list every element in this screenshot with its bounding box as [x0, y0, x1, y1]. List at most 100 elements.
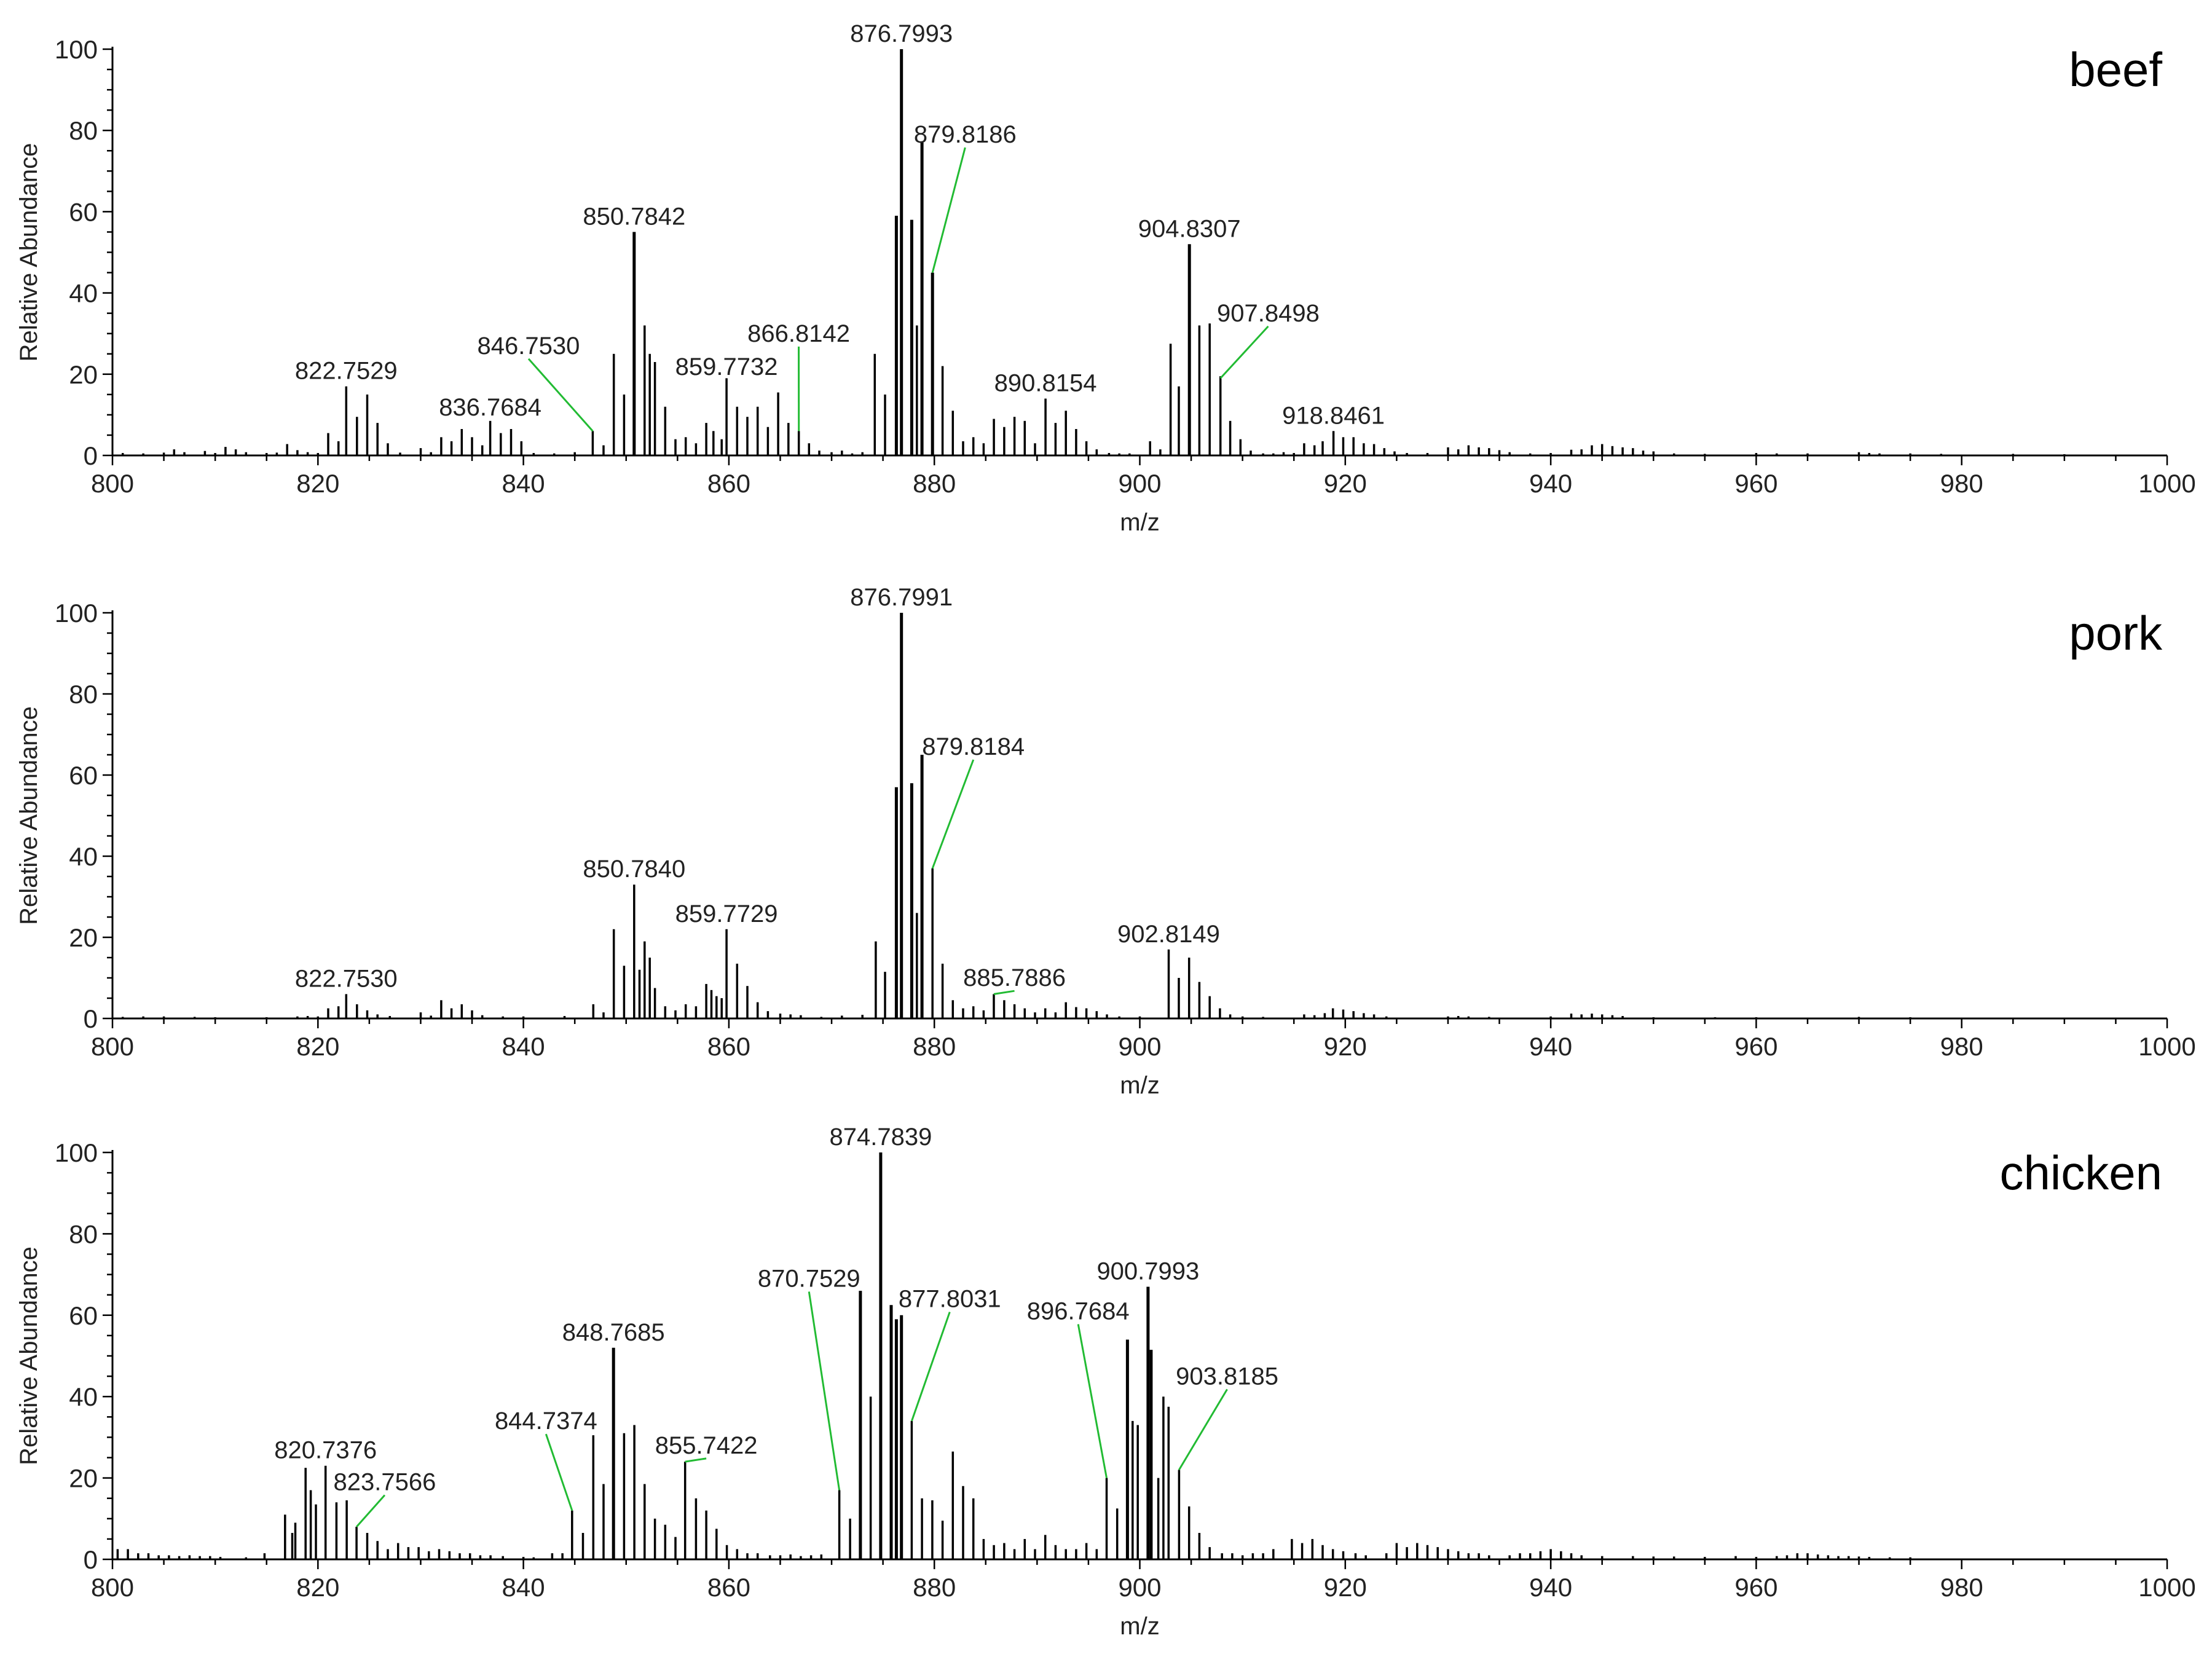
x-tick-label: 840 — [502, 1573, 545, 1602]
y-tick-label: 20 — [69, 1464, 98, 1493]
peak-annotation: 902.8149 — [1117, 921, 1220, 948]
annotation-leader-line — [993, 990, 1015, 995]
y-axis-title: Relative Abundance — [15, 143, 42, 362]
peak-annotation: 876.7991 — [850, 584, 953, 611]
annotation-leader-line — [931, 147, 966, 273]
x-tick-label: 1000 — [2138, 1032, 2195, 1061]
annotation-leader-line — [931, 759, 975, 869]
annotation-leader-line — [685, 1457, 707, 1463]
y-tick-label: 80 — [69, 680, 98, 709]
y-axis-title: Relative Abundance — [15, 1246, 42, 1465]
x-tick-label: 800 — [91, 469, 134, 498]
y-tick-label: 40 — [69, 279, 98, 308]
peak-annotation: 846.7530 — [478, 333, 580, 360]
y-tick-label: 0 — [84, 1004, 98, 1033]
peak-annotation: 896.7684 — [1027, 1298, 1130, 1325]
peak-annotation: 874.7839 — [830, 1124, 932, 1151]
spectrum-panel-beef: 800 820 840 860 880 900 920 940 960 980 1000 0 20 40 6… — [15, 20, 2196, 536]
x-tick-label: 1000 — [2138, 469, 2195, 498]
peak-annotation: 904.8307 — [1138, 215, 1241, 242]
x-tick-label: 820 — [296, 469, 339, 498]
y-tick-label: 80 — [69, 116, 98, 145]
sample-label-pork: pork — [2069, 606, 2163, 660]
peak-annotation: 879.8184 — [922, 733, 1025, 760]
x-tick-label: 920 — [1324, 1573, 1367, 1602]
x-tick-label: 900 — [1118, 1032, 1161, 1061]
x-tick-label: 820 — [296, 1573, 339, 1602]
y-tick-label: 40 — [69, 842, 98, 871]
x-tick-label: 820 — [296, 1032, 339, 1061]
sample-label-chicken: chicken — [2000, 1146, 2162, 1200]
peak-annotation: 820.7376 — [274, 1437, 377, 1464]
x-tick-label: 980 — [1940, 469, 1983, 498]
peak-annotation: 907.8498 — [1217, 300, 1320, 327]
y-axis-title: Relative Abundance — [15, 706, 42, 925]
peak-annotation: 900.7993 — [1096, 1258, 1199, 1285]
peak-annotation: 859.7729 — [675, 900, 778, 927]
x-tick-label: 960 — [1734, 469, 1777, 498]
y-tick-label: 100 — [55, 1138, 98, 1167]
peak-annotation: 859.7732 — [675, 353, 778, 380]
x-tick-label: 1000 — [2138, 1573, 2195, 1602]
spectrum-panel-pork: 800 820 840 860 880 900 920 940 960 980 1000 0 20 40 6… — [15, 584, 2196, 1099]
x-axis-title: m/z — [1120, 1613, 1159, 1640]
x-tick-label: 920 — [1324, 469, 1367, 498]
x-tick-label: 900 — [1118, 469, 1161, 498]
x-tick-label: 980 — [1940, 1573, 1983, 1602]
annotation-leader-line — [527, 358, 594, 432]
x-tick-label: 940 — [1529, 469, 1572, 498]
x-axis-title: m/z — [1120, 1072, 1159, 1099]
peak-annotation: 822.7530 — [295, 965, 398, 992]
x-tick-label: 800 — [91, 1573, 134, 1602]
peak-annotation: 822.7529 — [295, 358, 398, 385]
peak-annotation: 879.8186 — [914, 121, 1017, 148]
x-tick-label: 980 — [1940, 1032, 1983, 1061]
y-tick-label: 100 — [55, 35, 98, 64]
peak-annotation: 903.8185 — [1176, 1363, 1278, 1390]
peak-annotation: 850.7842 — [583, 203, 685, 230]
peak-annotation: 844.7374 — [495, 1408, 597, 1435]
x-tick-label: 880 — [913, 1032, 956, 1061]
x-tick-label: 940 — [1529, 1032, 1572, 1061]
x-tick-label: 860 — [707, 1573, 750, 1602]
y-tick-label: 0 — [84, 441, 98, 470]
x-tick-label: 880 — [913, 1573, 956, 1602]
peak-annotation: 848.7685 — [562, 1319, 665, 1346]
x-tick-label: 940 — [1529, 1573, 1572, 1602]
y-tick-label: 100 — [55, 599, 98, 628]
y-tick-label: 0 — [84, 1545, 98, 1574]
peak-annotation: 890.8154 — [994, 369, 1097, 396]
x-tick-label: 880 — [913, 469, 956, 498]
x-tick-label: 840 — [502, 1032, 545, 1061]
x-axis-title: m/z — [1120, 509, 1159, 536]
x-tick-label: 920 — [1324, 1032, 1367, 1061]
peak-annotation: 885.7886 — [963, 964, 1066, 991]
y-tick-label: 60 — [69, 197, 98, 226]
x-tick-label: 960 — [1734, 1032, 1777, 1061]
peak-annotation: 918.8461 — [1282, 402, 1385, 429]
y-tick-label: 80 — [69, 1219, 98, 1248]
x-tick-label: 840 — [502, 469, 545, 498]
x-tick-label: 960 — [1734, 1573, 1777, 1602]
peak-annotation: 866.8142 — [747, 320, 850, 347]
annotation-leader-line — [1219, 325, 1269, 379]
y-tick-label: 20 — [69, 360, 98, 389]
annotation-leader-line — [1178, 1388, 1228, 1471]
annotation-leader-line — [911, 1312, 951, 1422]
annotation-leader-line — [808, 1291, 841, 1491]
x-tick-label: 860 — [707, 1032, 750, 1061]
y-tick-label: 60 — [69, 761, 98, 790]
sample-label-beef: beef — [2069, 42, 2162, 96]
annotation-leader-line — [356, 1494, 386, 1528]
peak-annotation: 850.7840 — [583, 856, 685, 883]
y-tick-label: 60 — [69, 1301, 98, 1330]
annotation-leader-line — [1077, 1324, 1108, 1478]
peak-annotation: 870.7529 — [758, 1265, 860, 1292]
annotation-leader-line — [545, 1433, 573, 1511]
y-tick-label: 40 — [69, 1382, 98, 1411]
peak-annotation: 855.7422 — [655, 1432, 758, 1459]
peak-annotation: 823.7566 — [334, 1468, 436, 1495]
x-tick-label: 860 — [707, 469, 750, 498]
peak-annotation: 836.7684 — [439, 394, 541, 421]
